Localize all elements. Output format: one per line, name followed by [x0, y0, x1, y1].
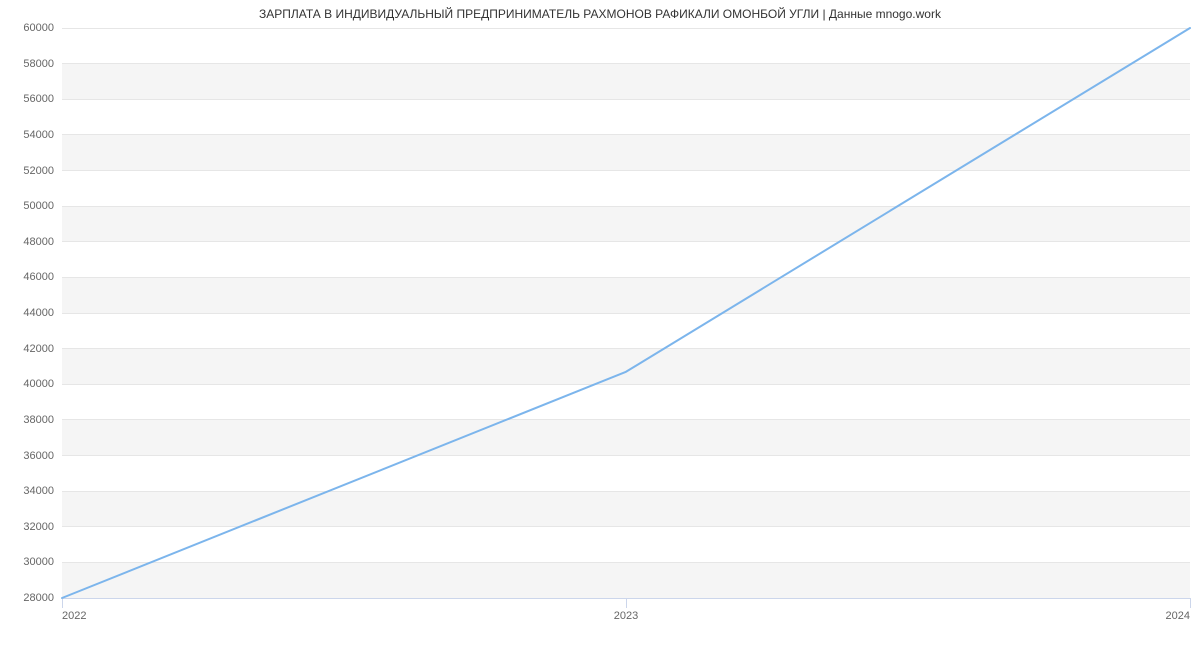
x-tick-label: 2022: [62, 611, 92, 622]
x-tick: [62, 598, 63, 608]
salary-chart: ЗАРПЛАТА В ИНДИВИДУАЛЬНЫЙ ПРЕДПРИНИМАТЕЛ…: [0, 0, 1200, 650]
y-tick-label: 52000: [4, 166, 54, 177]
chart-title: ЗАРПЛАТА В ИНДИВИДУАЛЬНЫЙ ПРЕДПРИНИМАТЕЛ…: [0, 7, 1200, 21]
x-tick-label: 2023: [611, 611, 641, 622]
y-tick-label: 40000: [4, 379, 54, 390]
y-tick-label: 50000: [4, 201, 54, 212]
y-tick-label: 48000: [4, 237, 54, 248]
x-tick: [1190, 598, 1191, 608]
y-tick-label: 36000: [4, 451, 54, 462]
y-tick-label: 56000: [4, 94, 54, 105]
y-tick-label: 42000: [4, 344, 54, 355]
x-tick-label: 2024: [1160, 611, 1190, 622]
plot-area: 2800030000320003400036000380004000042000…: [62, 28, 1190, 598]
y-tick-label: 28000: [4, 593, 54, 604]
y-tick-label: 32000: [4, 522, 54, 533]
y-tick-label: 46000: [4, 272, 54, 283]
y-tick-label: 38000: [4, 415, 54, 426]
y-tick-label: 44000: [4, 308, 54, 319]
y-tick-label: 34000: [4, 486, 54, 497]
x-tick: [626, 598, 627, 608]
series-line: [62, 28, 1190, 598]
y-tick-label: 60000: [4, 23, 54, 34]
y-tick-label: 58000: [4, 59, 54, 70]
y-tick-label: 30000: [4, 557, 54, 568]
y-tick-label: 54000: [4, 130, 54, 141]
